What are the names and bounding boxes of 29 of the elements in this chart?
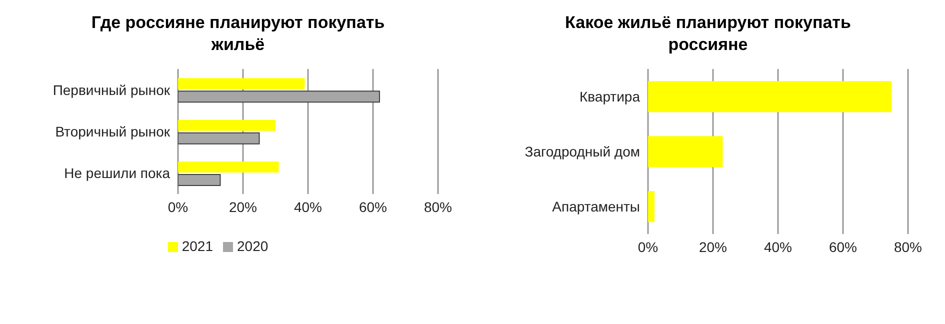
legend-label: 2020 — [237, 238, 268, 254]
y-tick-label: Не решили пока — [64, 165, 170, 182]
y-tick-label: Загодродный дом — [524, 143, 640, 160]
bar — [178, 78, 305, 90]
bar — [178, 120, 276, 131]
bar — [178, 162, 279, 172]
legend-label: 2021 — [182, 238, 213, 254]
x-tick-label: 20% — [228, 198, 258, 215]
bar — [648, 136, 723, 168]
y-tick-label: Первичный рынок — [52, 82, 171, 98]
bar — [178, 174, 221, 186]
x-tick-label: 0% — [638, 238, 658, 255]
bar — [178, 90, 380, 103]
x-tick-label: 0% — [168, 198, 188, 215]
x-tick-label: 80% — [424, 198, 452, 215]
bar — [648, 81, 892, 112]
chart-title: Какое жильё планируют покупать россияне — [564, 12, 852, 56]
bar — [648, 191, 654, 222]
x-tick-label: 40% — [764, 238, 792, 255]
x-tick-label: 80% — [894, 238, 922, 255]
x-tick-label: 40% — [294, 198, 322, 215]
chart-title: Где россияне планируют покупать жильё — [90, 12, 386, 56]
x-tick-label: 60% — [828, 238, 858, 255]
y-tick-label: Вторичный рынок — [55, 123, 171, 140]
bar — [178, 132, 260, 144]
x-tick-label: 60% — [358, 198, 388, 215]
x-tick-label: 20% — [698, 238, 728, 255]
y-tick-label: Апартаменты — [552, 198, 640, 214]
y-tick-label: Квартира — [579, 88, 640, 104]
